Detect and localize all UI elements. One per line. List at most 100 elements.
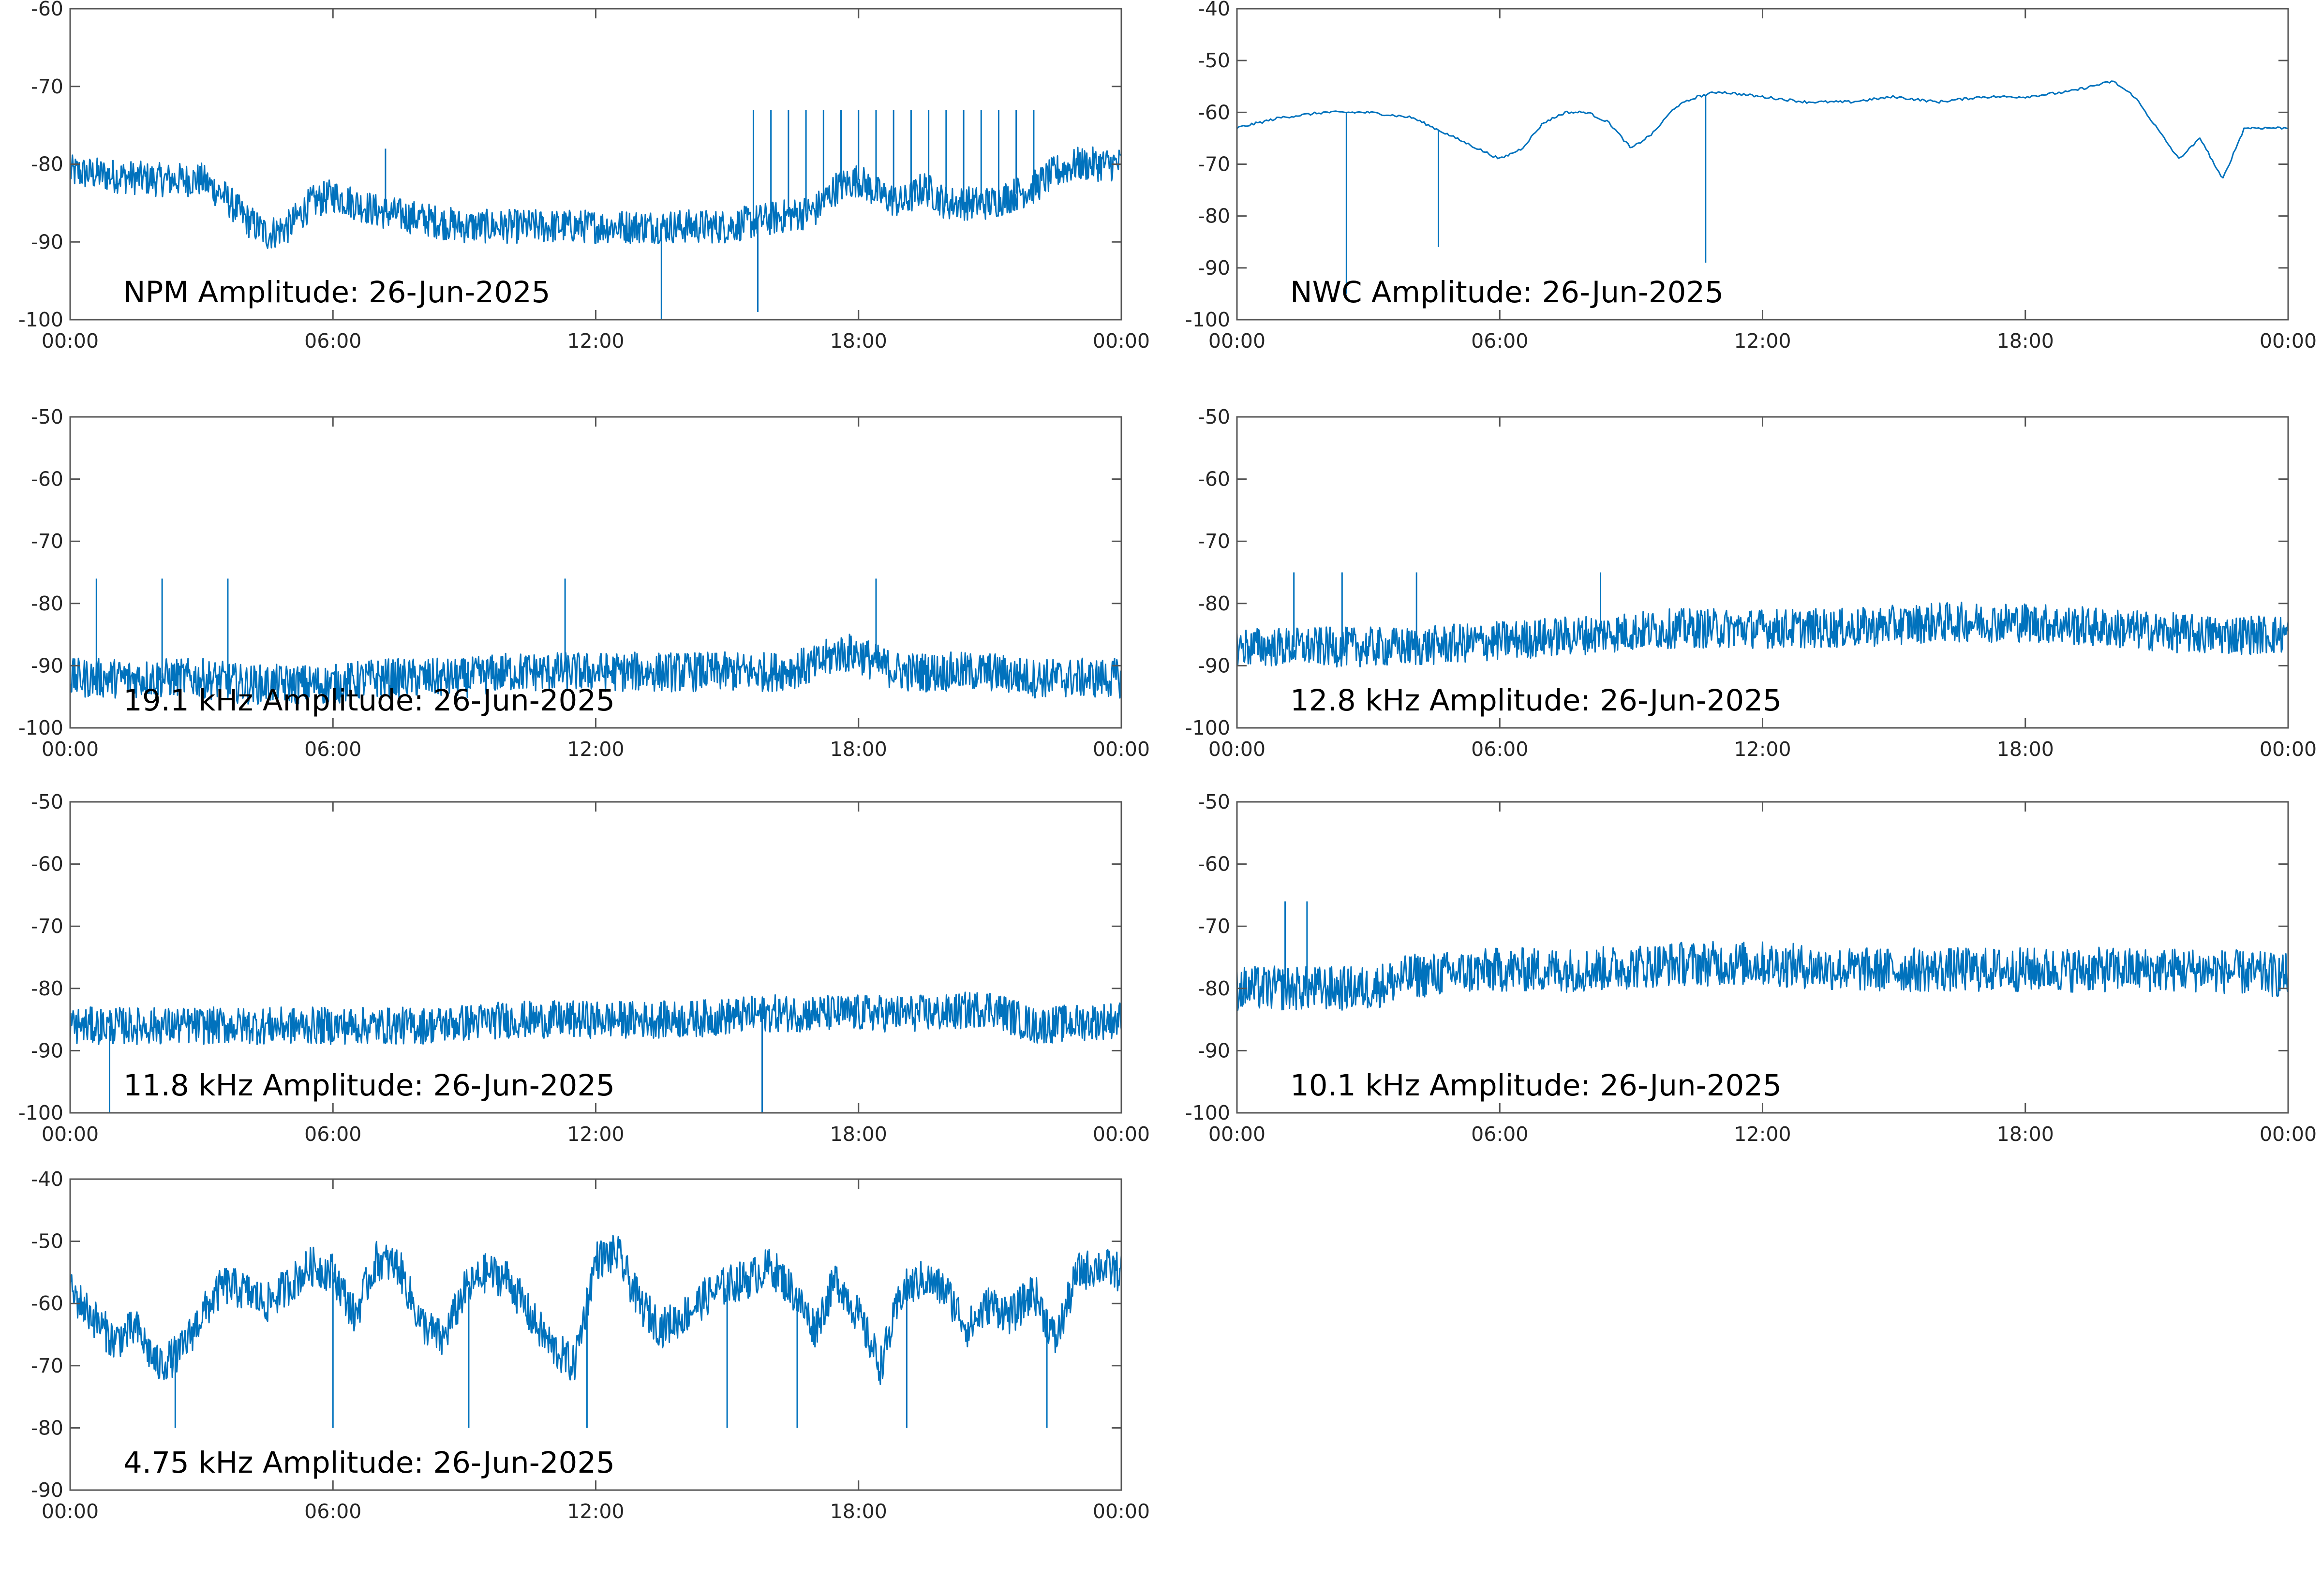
y-tick-label: -60 [1198,853,1230,876]
x-tick-label: 06:00 [304,738,361,761]
x-tick-label: 12:00 [1734,738,1791,761]
y-tick-label: -60 [1198,101,1230,124]
x-tick-label: 00:00 [2260,738,2317,761]
x-tick-label: 06:00 [1471,1123,1528,1146]
y-tick-label: -90 [31,230,63,253]
y-tick-label: -80 [31,977,63,1000]
y-tick-label: -50 [1198,405,1230,429]
y-tick-label: -90 [1198,654,1230,677]
y-tick-label: -70 [1198,915,1230,938]
panel-title: 11.8 kHz Amplitude: 26-Jun-2025 [123,1068,615,1103]
amplitude-trace [1237,80,2288,179]
y-tick-label: -60 [31,1292,63,1315]
x-tick-label: 00:00 [1093,738,1150,761]
y-tick-label: -100 [18,716,63,739]
panel-19-1-khz: 00:00 06:00 12:00 18:00 00:00-100-90-80-70-6… [18,405,1150,761]
x-tick-label: 18:00 [830,1123,887,1146]
y-tick-label: -80 [1198,977,1230,1000]
x-tick-label: 12:00 [1734,1123,1791,1146]
y-tick-label: -50 [31,790,63,813]
x-tick-label: 00:00 [1208,738,1265,761]
x-tick-label: 00:00 [42,738,99,761]
panel-11-8-khz: 00:00 06:00 12:00 18:00 00:00-100-90-80-70-6… [18,790,1150,1146]
y-tick-label: -70 [31,530,63,553]
y-tick-label: -90 [31,654,63,677]
x-tick-label: 06:00 [304,1123,361,1146]
y-tick-label: -80 [31,153,63,176]
x-tick-label: 18:00 [830,1500,887,1523]
x-tick-label: 00:00 [42,1123,99,1146]
x-tick-label: 18:00 [830,738,887,761]
x-tick-label: 06:00 [1471,329,1528,353]
panel-4-75-khz: 00:00 06:00 12:00 18:00 00:00-90-80-70-60-50… [31,1167,1150,1523]
x-tick-label: 00:00 [42,1500,99,1523]
x-tick-label: 06:00 [304,1500,361,1523]
y-tick-label: -60 [1198,468,1230,491]
y-tick-label: -100 [18,308,63,331]
x-tick-label: 00:00 [1208,1123,1265,1146]
y-tick-label: -60 [31,853,63,876]
panel-title: 12.8 kHz Amplitude: 26-Jun-2025 [1290,683,1782,718]
amplitude-trace [1237,941,2288,1011]
panel-title: NPM Amplitude: 26-Jun-2025 [123,275,551,310]
x-tick-label: 12:00 [567,329,624,353]
y-tick-label: -100 [1185,308,1230,331]
x-tick-label: 06:00 [304,329,361,353]
y-tick-label: -40 [31,1167,63,1191]
y-tick-label: -100 [1185,716,1230,739]
y-tick-label: -50 [31,1230,63,1253]
amplitude-trace [70,634,1121,705]
panel-title: 4.75 kHz Amplitude: 26-Jun-2025 [123,1446,615,1480]
y-tick-label: -90 [31,1039,63,1062]
y-tick-label: -100 [1185,1101,1230,1124]
x-tick-label: 00:00 [1093,1500,1150,1523]
y-tick-label: -50 [1198,790,1230,813]
axes-frame [1236,8,2289,321]
y-tick-label: -60 [31,0,63,20]
x-tick-label: 18:00 [1997,738,2054,761]
x-tick-label: 12:00 [1734,329,1791,353]
y-tick-label: -90 [1198,1039,1230,1062]
x-tick-label: 18:00 [1997,1123,2054,1146]
panel-nwc: 00:00 06:00 12:00 18:00 00:00-100-90-80-70-6… [1185,0,2317,353]
amplitude-trace [70,991,1121,1045]
x-tick-label: 00:00 [42,329,99,353]
x-tick-label: 00:00 [2260,1123,2317,1146]
y-tick-label: -80 [31,592,63,615]
axes-frame [69,801,1122,1114]
axes-frame [1236,416,2289,729]
y-tick-label: -70 [31,915,63,938]
y-tick-label: -100 [18,1101,63,1124]
amplitude-trace [70,1235,1121,1385]
y-tick-label: -80 [1198,592,1230,615]
panel-title: 10.1 kHz Amplitude: 26-Jun-2025 [1290,1068,1782,1103]
x-tick-label: 00:00 [1093,329,1150,353]
x-tick-label: 00:00 [1208,329,1265,353]
x-tick-label: 18:00 [1997,329,2054,353]
panel-title: NWC Amplitude: 26-Jun-2025 [1290,275,1724,310]
y-tick-label: -90 [1198,256,1230,280]
x-tick-label: 12:00 [567,738,624,761]
y-tick-label: -70 [1198,153,1230,176]
x-tick-label: 00:00 [1093,1123,1150,1146]
y-tick-label: -50 [31,405,63,429]
y-tick-label: -70 [1198,530,1230,553]
panel-12-8-khz: 00:00 06:00 12:00 18:00 00:00-100-90-80-70-6… [1185,405,2317,761]
y-tick-label: -80 [1198,205,1230,228]
y-tick-label: -40 [1198,0,1230,20]
x-tick-label: 00:00 [2260,329,2317,353]
x-tick-label: 12:00 [567,1500,624,1523]
y-tick-label: -70 [31,75,63,98]
y-tick-label: -90 [31,1478,63,1502]
panel-title: 19.1 kHz Amplitude: 26-Jun-2025 [123,683,615,718]
y-tick-label: -50 [1198,49,1230,72]
axes-frame [69,1178,1122,1491]
y-tick-label: -80 [31,1416,63,1439]
y-tick-label: -60 [31,468,63,491]
x-tick-label: 12:00 [567,1123,624,1146]
y-tick-label: -70 [31,1354,63,1377]
panel-10-1-khz: 00:00 06:00 12:00 18:00 00:00-100-90-80-70-6… [1185,790,2317,1146]
x-tick-label: 06:00 [1471,738,1528,761]
x-tick-label: 18:00 [830,329,887,353]
